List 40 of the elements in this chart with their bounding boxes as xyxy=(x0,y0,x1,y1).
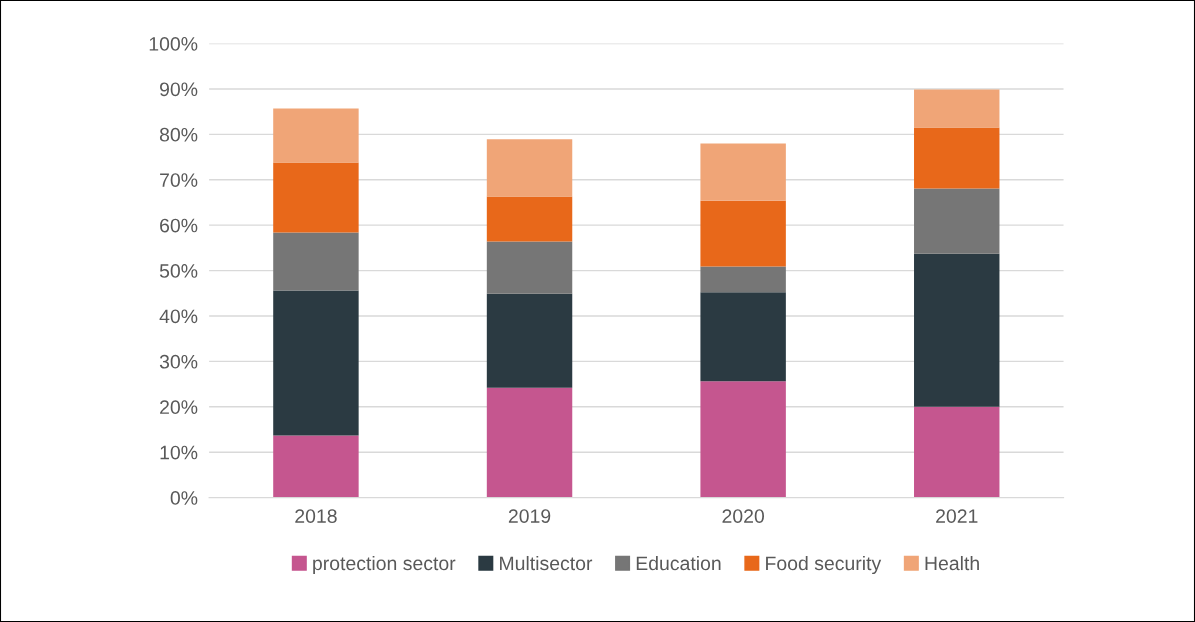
y-tick-label: 80% xyxy=(159,127,198,142)
bar xyxy=(273,108,359,163)
bar xyxy=(273,435,359,498)
bar xyxy=(486,241,573,294)
bar xyxy=(700,200,786,267)
y-tick-label: 70% xyxy=(160,173,198,187)
legend-label: Education xyxy=(636,555,721,571)
bar xyxy=(486,387,573,498)
y-tick-label: 20% xyxy=(160,400,198,415)
bar xyxy=(914,127,1000,189)
bar xyxy=(273,232,359,291)
bar xyxy=(486,293,573,388)
bar xyxy=(700,292,786,382)
legend-label: Food security xyxy=(766,555,882,575)
y-tick-label: 0% xyxy=(170,491,198,505)
x-tick-label: 2018 xyxy=(295,509,337,523)
bar xyxy=(700,143,786,201)
bar xyxy=(914,406,1000,498)
bar xyxy=(486,139,573,197)
bar xyxy=(273,162,359,233)
y-tick-label: 90% xyxy=(160,82,198,97)
x-tick-label: 2019 xyxy=(508,509,551,523)
y-tick-label: 60% xyxy=(160,218,198,233)
bar xyxy=(486,196,573,242)
y-tick-label: 40% xyxy=(159,309,198,324)
bar xyxy=(914,188,1000,254)
y-tick-label: 10% xyxy=(160,445,198,460)
x-tick-label: 2020 xyxy=(722,509,765,523)
bar xyxy=(700,381,786,498)
y-tick-label: 100% xyxy=(149,37,198,51)
x-tick-label: 2021 xyxy=(936,509,978,523)
bar xyxy=(700,266,786,293)
y-tick-label: 30% xyxy=(159,354,198,369)
bar xyxy=(273,290,359,436)
y-tick-label: 50% xyxy=(159,264,198,278)
legend-label: protection sector xyxy=(313,555,456,575)
legend-label: Multisector xyxy=(500,555,593,571)
legend-label: Health xyxy=(925,555,979,571)
bar xyxy=(914,253,1000,407)
bar xyxy=(914,89,1000,128)
